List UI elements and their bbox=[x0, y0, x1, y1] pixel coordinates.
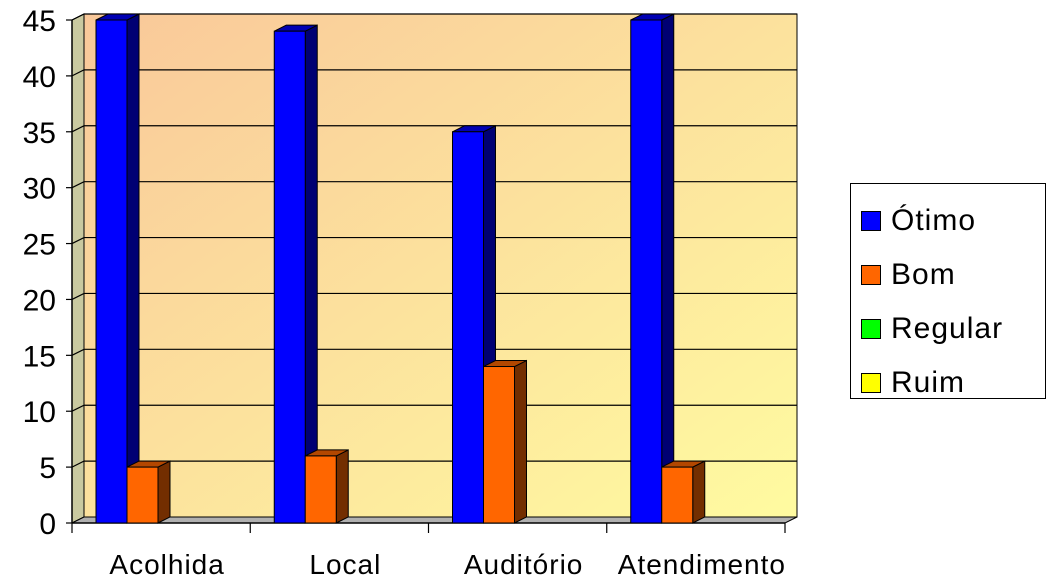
side-wall bbox=[71, 13, 85, 524]
legend-label: Ótimo bbox=[891, 204, 977, 237]
x-category-label: Acolhida bbox=[109, 549, 224, 580]
y-tick-label: 20 bbox=[23, 284, 56, 317]
bar-ótimo-atendimento bbox=[630, 13, 675, 524]
bar-bom-auditório bbox=[483, 359, 527, 524]
bar-bom-atendimento bbox=[661, 460, 706, 524]
bar-bom-acolhida bbox=[126, 460, 171, 524]
legend-label: Ruim bbox=[891, 366, 966, 399]
legend-item: Ruim bbox=[861, 356, 1045, 410]
x-category-label: Auditório bbox=[464, 549, 584, 580]
gridline bbox=[71, 181, 797, 189]
gridlines bbox=[71, 13, 797, 468]
bar-ótimo-local bbox=[273, 24, 318, 524]
legend-item: Bom bbox=[861, 248, 1045, 302]
legend-label: Regular bbox=[891, 312, 1004, 345]
gridline bbox=[71, 460, 797, 468]
gridline bbox=[71, 69, 797, 77]
bar-bom-local bbox=[304, 449, 349, 524]
y-tick-label: 15 bbox=[23, 340, 56, 373]
x-category-label: Local bbox=[309, 549, 381, 580]
gridline bbox=[71, 236, 797, 245]
bar-ótimo-acolhida bbox=[95, 13, 140, 524]
legend-item: Regular bbox=[861, 302, 1045, 356]
y-tick-label: 5 bbox=[39, 452, 56, 485]
y-tick-label: 45 bbox=[23, 5, 56, 38]
legend-swatch bbox=[861, 373, 881, 393]
plot-area bbox=[71, 13, 798, 524]
legend-label: Bom bbox=[891, 258, 956, 291]
y-tick-label: 35 bbox=[23, 117, 56, 150]
legend-swatch bbox=[861, 265, 881, 285]
legend-item: Ótimo bbox=[861, 194, 1045, 248]
back-wall bbox=[83, 13, 798, 518]
legend-swatch bbox=[861, 319, 881, 339]
gridline bbox=[71, 125, 797, 133]
gridline bbox=[71, 292, 797, 300]
legend-swatch bbox=[861, 211, 881, 231]
gridline bbox=[71, 404, 797, 412]
y-tick-label: 10 bbox=[23, 396, 56, 429]
y-tick-label: 30 bbox=[23, 173, 56, 206]
gridline bbox=[71, 348, 797, 356]
y-tick-label: 40 bbox=[23, 61, 56, 94]
bars bbox=[95, 13, 706, 524]
y-tick-label: 25 bbox=[23, 229, 56, 262]
gridline bbox=[71, 13, 797, 21]
x-axis: Acolhida Local Auditório Atendimento bbox=[71, 523, 786, 580]
x-category-label: Atendimento bbox=[618, 549, 786, 580]
y-tick-label: 0 bbox=[39, 508, 56, 541]
legend: Ótimo Bom Regular Ruim bbox=[850, 183, 1046, 399]
